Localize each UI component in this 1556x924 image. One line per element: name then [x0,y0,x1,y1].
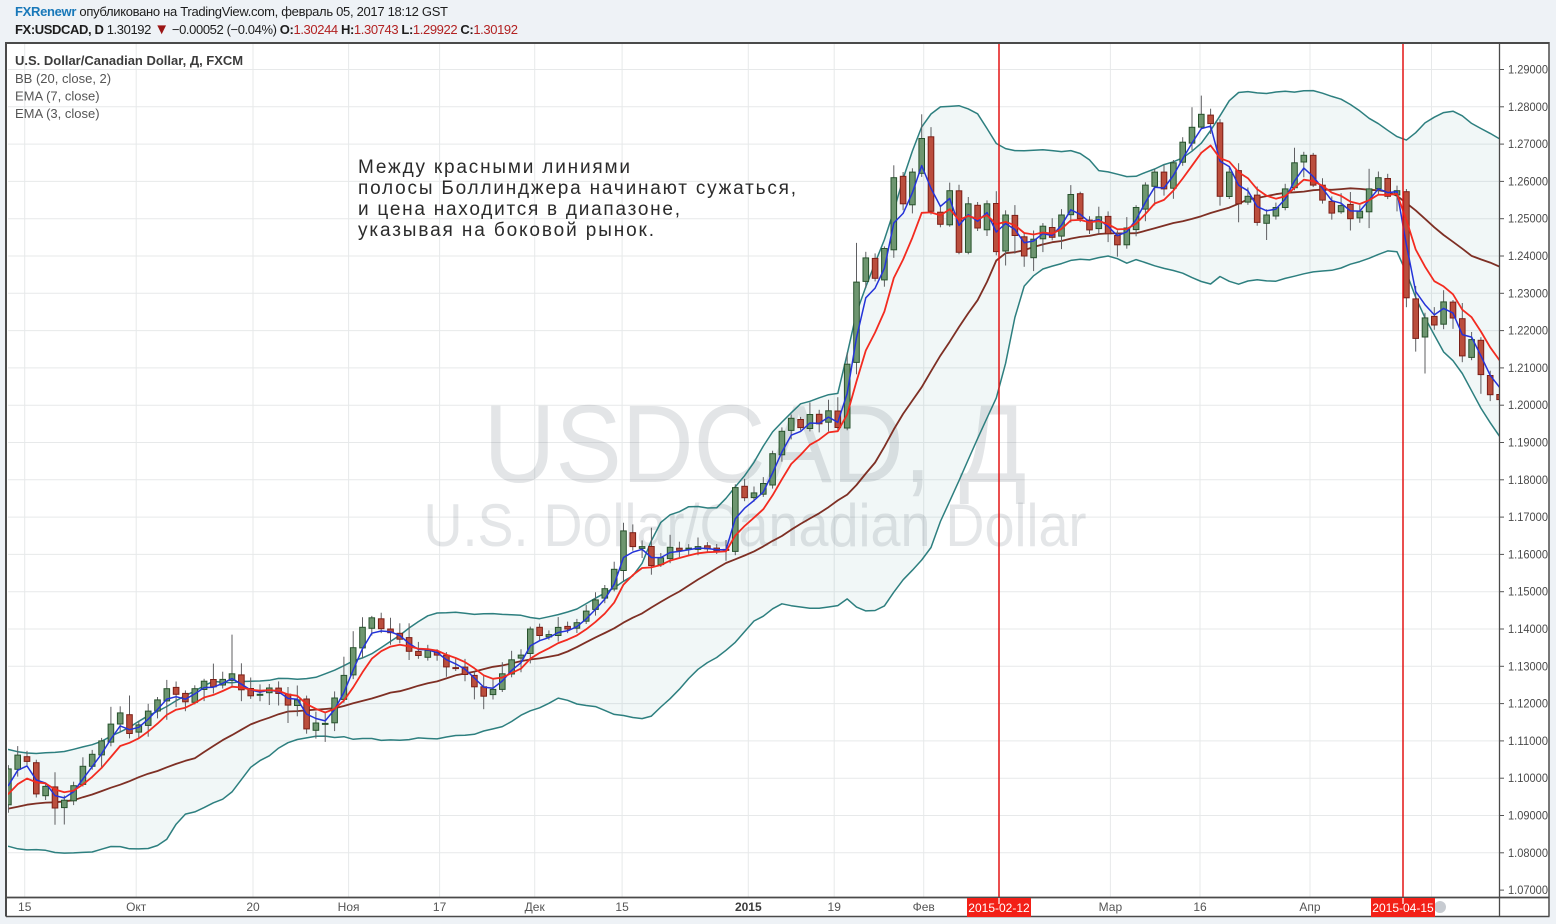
svg-text:20: 20 [246,900,260,914]
svg-text:1.25000: 1.25000 [1508,214,1548,226]
svg-text:полосы Боллинджера начинают су: полосы Боллинджера начинают сужаться, [358,178,796,199]
svg-text:15: 15 [615,900,629,914]
svg-text:1.22000: 1.22000 [1508,326,1548,338]
svg-text:EMA (7, close): EMA (7, close) [15,89,100,104]
svg-text:1.17000: 1.17000 [1508,512,1548,524]
svg-text:1.07000: 1.07000 [1508,885,1548,897]
svg-text:USDCAD, Д: USDCAD, Д [484,383,1027,506]
svg-text:1.14000: 1.14000 [1508,624,1548,636]
svg-text:1.15000: 1.15000 [1508,587,1548,599]
svg-text:указывая на боковой рынок.: указывая на боковой рынок. [358,220,654,241]
svg-text:1.11000: 1.11000 [1508,736,1548,748]
svg-text:1.13000: 1.13000 [1508,661,1548,673]
svg-text:U.S. Dollar/Canadian Dollar, Д: U.S. Dollar/Canadian Dollar, Д, FXCM [15,53,243,68]
svg-text:BB (20, close, 2): BB (20, close, 2) [15,71,111,86]
svg-text:1.10000: 1.10000 [1508,773,1548,785]
svg-text:1.09000: 1.09000 [1508,811,1548,823]
svg-text:1.27000: 1.27000 [1508,139,1548,151]
svg-text:1.24000: 1.24000 [1508,251,1548,263]
svg-text:15: 15 [18,900,32,914]
svg-text:Апр: Апр [1299,900,1321,914]
svg-text:EMA (3, close): EMA (3, close) [15,106,100,121]
svg-text:16: 16 [1193,900,1207,914]
svg-text:2015: 2015 [735,900,762,914]
svg-text:1.28000: 1.28000 [1508,102,1548,114]
svg-text:1.26000: 1.26000 [1508,176,1548,188]
svg-text:FX:USDCAD, D 1.30192 ▼ −0.000: FX:USDCAD, D 1.30192 ▼ −0.00052 (−0.04%)… [15,21,518,38]
svg-text:Между красными линиями: Между красными линиями [358,157,630,178]
svg-text:и цена находится в диапазоне,: и цена находится в диапазоне, [358,199,680,220]
svg-text:2015-02-12: 2015-02-12 [968,901,1030,915]
svg-text:FXRenewr опубликовано на Tradi: FXRenewr опубликовано на TradingView.com… [15,4,448,19]
svg-text:1.16000: 1.16000 [1508,549,1548,561]
svg-text:U.S. Dollar/Canadian Dollar: U.S. Dollar/Canadian Dollar [424,492,1087,559]
svg-text:Окт: Окт [126,900,147,914]
svg-text:1.18000: 1.18000 [1508,475,1548,487]
svg-text:Мар: Мар [1099,900,1123,914]
svg-text:1.19000: 1.19000 [1508,438,1548,450]
svg-text:17: 17 [433,900,447,914]
svg-text:Ноя: Ноя [338,900,360,914]
svg-text:1.23000: 1.23000 [1508,288,1548,300]
svg-text:1.08000: 1.08000 [1508,848,1548,860]
svg-text:1.21000: 1.21000 [1508,363,1548,375]
svg-text:Фев: Фев [913,900,935,914]
svg-text:19: 19 [828,900,842,914]
svg-text:2015-04-15: 2015-04-15 [1372,901,1434,915]
svg-text:1.12000: 1.12000 [1508,699,1548,711]
svg-text:1.20000: 1.20000 [1508,400,1548,412]
svg-text:1.29000: 1.29000 [1508,65,1548,77]
svg-text:Дек: Дек [525,900,546,914]
